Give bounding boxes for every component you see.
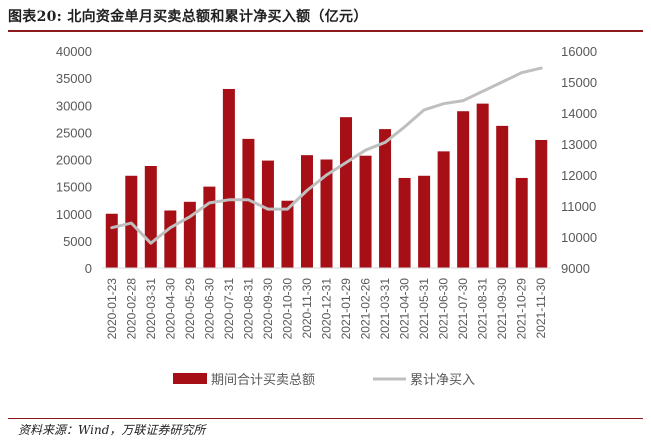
x-tick-label: 2021-01-29 — [339, 278, 353, 340]
x-tick-label: 2021-02-26 — [359, 278, 373, 340]
x-tick-label: 2021-10-29 — [515, 278, 529, 340]
x-tick-label: 2020-08-31 — [241, 278, 255, 340]
right-axis: 9000 10000 11000 12000 13000 14000 15000 16000 — [561, 44, 597, 276]
bar — [437, 151, 450, 268]
left-tick-label: 10000 — [56, 207, 92, 222]
left-axis: 0 5000 10000 15000 20000 25000 30000 35000 40000 — [56, 44, 92, 276]
bar — [535, 139, 548, 268]
source-note: 资料来源：Wind，万联证券研究所 — [18, 423, 206, 437]
right-tick-label: 15000 — [561, 75, 597, 90]
bar — [261, 160, 274, 268]
bar — [457, 111, 470, 268]
left-tick-label: 30000 — [56, 98, 92, 113]
x-tick-label: 2020-07-31 — [222, 278, 236, 340]
left-tick-label: 35000 — [56, 71, 92, 86]
x-tick-label: 2021-03-31 — [378, 278, 392, 340]
left-tick-label: 0 — [85, 261, 92, 276]
bar — [183, 201, 196, 268]
title-rule — [8, 30, 643, 32]
x-tick-label: 2021-08-31 — [476, 278, 490, 340]
x-tick-label: 2021-06-30 — [437, 278, 451, 340]
x-tick-label: 2021-09-30 — [495, 278, 509, 340]
bar — [164, 210, 177, 268]
x-tick-label: 2020-06-30 — [202, 278, 216, 340]
legend: 期间合计买卖总额 累计净买入 — [173, 373, 475, 388]
left-tick-label: 5000 — [63, 234, 92, 249]
x-tick-label: 2021-05-31 — [417, 278, 431, 340]
bar — [418, 175, 431, 268]
right-tick-label: 14000 — [561, 106, 597, 121]
left-tick-label: 20000 — [56, 153, 92, 168]
x-axis: 2020-01-23 2020-02-28 2020-03-31 2020-04-30… — [102, 267, 551, 340]
bar — [515, 177, 528, 268]
right-tick-label: 13000 — [561, 137, 597, 152]
x-tick-label: 2021-07-30 — [456, 278, 470, 340]
left-tick-label: 15000 — [56, 180, 92, 195]
left-tick-label: 40000 — [56, 44, 92, 59]
bar — [359, 155, 372, 268]
bar — [476, 103, 489, 268]
source-rule — [8, 418, 643, 419]
x-tick-label: 2021-11-30 — [534, 278, 548, 339]
bar — [300, 155, 313, 268]
bar — [105, 213, 118, 268]
bar — [398, 177, 411, 268]
x-tick-label: 2020-04-30 — [163, 278, 177, 340]
right-tick-label: 10000 — [561, 230, 597, 245]
bar — [281, 200, 294, 268]
bar-series — [105, 88, 548, 269]
x-tick-label: 2020-02-28 — [124, 278, 138, 340]
legend-label-bars: 期间合计买卖总额 — [211, 373, 315, 388]
bar — [379, 129, 392, 268]
bar — [320, 159, 333, 268]
figure-title: 图表20: 北向资金单月买卖总额和累计净买入额（亿元） — [8, 9, 368, 25]
line-series — [110, 66, 543, 245]
cumulative-line — [110, 66, 543, 245]
right-tick-label: 9000 — [561, 261, 590, 276]
x-tick-label: 2020-12-31 — [320, 278, 334, 340]
bar — [242, 138, 255, 268]
right-tick-label: 16000 — [561, 44, 597, 59]
bar — [340, 117, 353, 268]
bar — [203, 186, 216, 268]
right-tick-label: 11000 — [561, 199, 596, 214]
right-tick-label: 12000 — [561, 168, 597, 183]
bar — [222, 88, 235, 268]
x-tick-label: 2020-01-23 — [105, 278, 119, 340]
bar — [496, 125, 509, 269]
left-tick-label: 25000 — [56, 125, 92, 140]
x-tick-label: 2020-10-30 — [280, 278, 294, 340]
legend-label-line: 累计净买入 — [410, 373, 475, 388]
x-tick-label: 2020-11-30 — [300, 278, 314, 339]
x-tick-label: 2020-03-31 — [144, 278, 158, 340]
legend-swatch-bars — [173, 373, 207, 384]
x-tick-label: 2020-09-30 — [261, 278, 275, 340]
x-tick-label: 2020-05-29 — [183, 278, 197, 340]
bar — [144, 166, 157, 268]
x-tick-label: 2021-04-30 — [398, 278, 412, 340]
